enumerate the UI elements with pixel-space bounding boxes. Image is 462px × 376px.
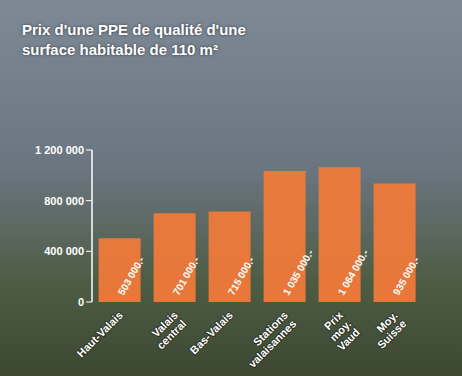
- svg-text:Stationsvalaisannes: Stationsvalaisannes: [237, 309, 298, 370]
- svg-text:1 064 000.-: 1 064 000.-: [336, 248, 371, 297]
- svg-text:400 000: 400 000: [44, 245, 84, 257]
- svg-text:715 000.-: 715 000.-: [226, 255, 257, 297]
- svg-text:701 000.-: 701 000.-: [171, 255, 202, 297]
- html-text:Prix d'une PPE de qualité d'un: Prix d'une PPE de qualité d'une surface …: [22, 21, 246, 58]
- svg-text:Prixmoy.Vaud: Prixmoy.Vaud: [318, 308, 363, 353]
- svg-text:Bas-Valais: Bas-Valais: [188, 309, 235, 356]
- svg-text:0: 0: [78, 296, 84, 308]
- svg-text:1 035 000.-: 1 035 000.-: [281, 248, 316, 297]
- svg-text:1 200 000: 1 200 000: [35, 144, 84, 156]
- svg-text:935 000.-: 935 000.-: [391, 255, 422, 297]
- svg-text:800 000: 800 000: [44, 195, 84, 207]
- svg-text:Valaiscentral: Valaiscentral: [146, 309, 188, 351]
- svg-text:Moy.Suisse: Moy.Suisse: [366, 309, 408, 351]
- svg-text:Haut-Valais: Haut-Valais: [74, 309, 124, 359]
- svg-text:503 000.-: 503 000.-: [116, 255, 147, 297]
